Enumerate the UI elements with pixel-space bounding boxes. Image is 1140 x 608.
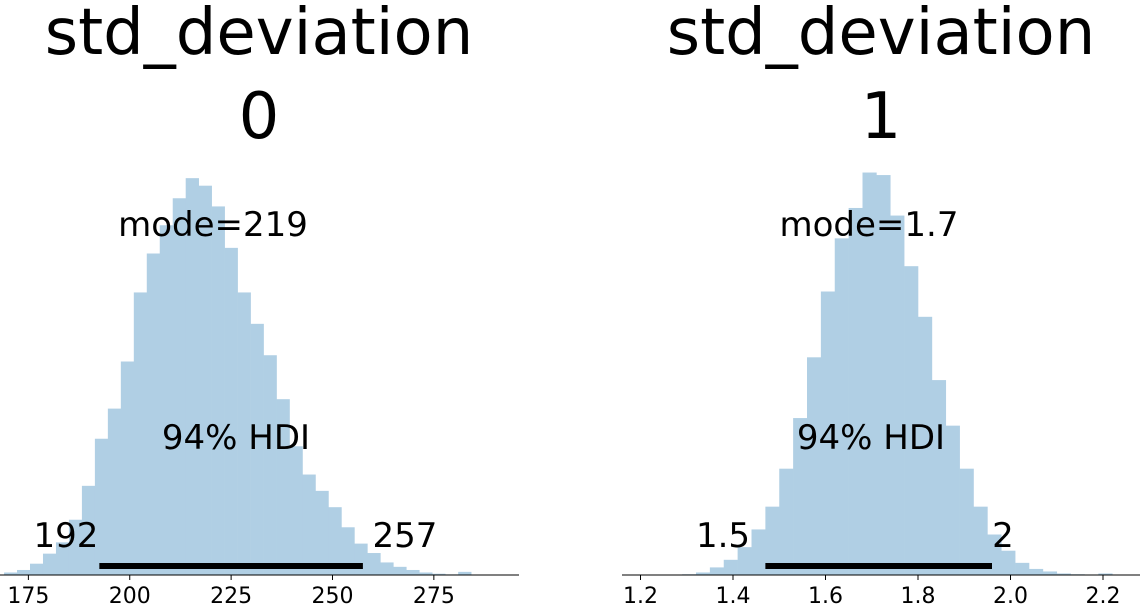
histogram-bar: [263, 355, 277, 575]
histogram-bar: [159, 225, 174, 576]
histogram-bar: [302, 474, 316, 575]
histogram-bar: [918, 316, 933, 575]
histogram-bar: [172, 198, 187, 576]
x-tick-label: 1.6: [808, 584, 843, 608]
histogram-bar: [237, 292, 251, 575]
histogram-bar: [890, 215, 905, 575]
x-axis-ticks: 1.2 1.4 1.6 1.8 2.0 2.2: [623, 575, 1121, 608]
mode-label: mode=219: [118, 205, 308, 245]
histogram-bar: [94, 438, 109, 575]
hdi-low-label: 192: [34, 516, 99, 556]
histogram-bar: [419, 572, 433, 575]
histogram-bar: [458, 571, 472, 575]
x-tick-label: 1.8: [901, 584, 936, 608]
histogram-bar: [1098, 573, 1113, 575]
histogram-bar: [42, 553, 57, 575]
histogram-bar: [1015, 562, 1030, 575]
histogram-bar: [224, 247, 238, 575]
histogram-bar: [30, 563, 44, 575]
histogram-bar: [289, 446, 303, 575]
histogram-bar: [834, 238, 849, 575]
x-tick-label: 1.4: [716, 584, 751, 608]
histogram-bar: [17, 569, 31, 575]
histogram-bar: [765, 506, 780, 575]
hdi-low-label: 1.5: [696, 516, 750, 556]
histogram-bar: [1056, 573, 1071, 575]
x-tick-label: 1.2: [623, 584, 658, 608]
panel-std-deviation-1: std_deviation 1 1.2 1.4 1.6 1.8 2.0 2.2 mode=…: [622, 0, 1140, 608]
histogram-bar: [696, 572, 711, 575]
panel-title-line2: 1: [861, 80, 902, 154]
histogram-bar: [133, 292, 148, 575]
histogram-bar: [146, 253, 161, 575]
histogram-bar: [904, 266, 919, 575]
panel-title-line1: std_deviation: [45, 0, 474, 70]
histogram-bar: [848, 207, 863, 575]
histogram-bar: [709, 567, 725, 575]
histogram-bar: [68, 519, 83, 575]
histogram-bar: [1001, 550, 1016, 575]
x-tick-label: 2.2: [1086, 584, 1121, 608]
histogram-bar: [1029, 568, 1044, 575]
histogram-bar: [959, 468, 974, 575]
panel-title-line1: std_deviation: [667, 0, 1096, 70]
histogram-bar: [793, 418, 808, 575]
panel-std-deviation-0: std_deviation 0 175 200 225 250 275 mode=219…: [0, 0, 519, 608]
histogram-bar: [820, 291, 836, 575]
histogram-bar: [876, 175, 891, 575]
histogram-bar: [367, 553, 381, 575]
hdi-high-label: 2: [992, 516, 1014, 556]
histogram-bar: [276, 399, 290, 575]
histogram-bar: [107, 408, 122, 575]
histogram-bar: [807, 357, 822, 575]
hdi-label: 94% HDI: [797, 418, 945, 458]
histogram-bar: [185, 178, 199, 576]
histogram-bar: [55, 542, 70, 575]
histogram-bar: [862, 172, 877, 575]
x-tick-label: 200: [109, 584, 151, 608]
histogram-bar: [406, 569, 420, 575]
histogram-bar: [315, 490, 329, 575]
hdi-label: 94% HDI: [162, 418, 310, 458]
histogram-bar: [737, 547, 752, 575]
histogram-bar: [354, 543, 368, 575]
histogram-bar: [211, 206, 225, 575]
histogram-bar: [120, 361, 135, 575]
histogram-bar: [945, 425, 960, 575]
x-tick-label: 175: [7, 584, 49, 608]
histogram-bar: [198, 185, 212, 575]
histogram-bar: [1042, 571, 1058, 575]
x-tick-label: 250: [311, 584, 353, 608]
histogram-bars: [4, 178, 472, 576]
x-tick-label: 2.0: [993, 584, 1028, 608]
histogram-bar: [4, 572, 18, 575]
histogram-bar: [723, 559, 738, 575]
histogram-bar: [751, 529, 766, 575]
histogram-bar: [250, 323, 264, 575]
x-tick-label: 275: [413, 584, 455, 608]
panel-title-line2: 0: [239, 80, 280, 154]
histogram-bar: [81, 485, 96, 575]
histogram-bar: [779, 468, 794, 575]
histogram-bar: [432, 573, 446, 575]
histogram-bar: [328, 507, 342, 575]
histogram-bars: [682, 172, 1113, 575]
histogram-bar: [380, 562, 394, 575]
histogram-bar: [973, 506, 988, 575]
x-axis-ticks: 175 200 225 250 275: [7, 575, 455, 608]
mode-label: mode=1.7: [780, 205, 959, 245]
x-tick-label: 225: [210, 584, 252, 608]
histogram-bar: [393, 566, 407, 575]
histogram-bar: [931, 380, 947, 575]
hdi-high-label: 257: [373, 516, 438, 556]
